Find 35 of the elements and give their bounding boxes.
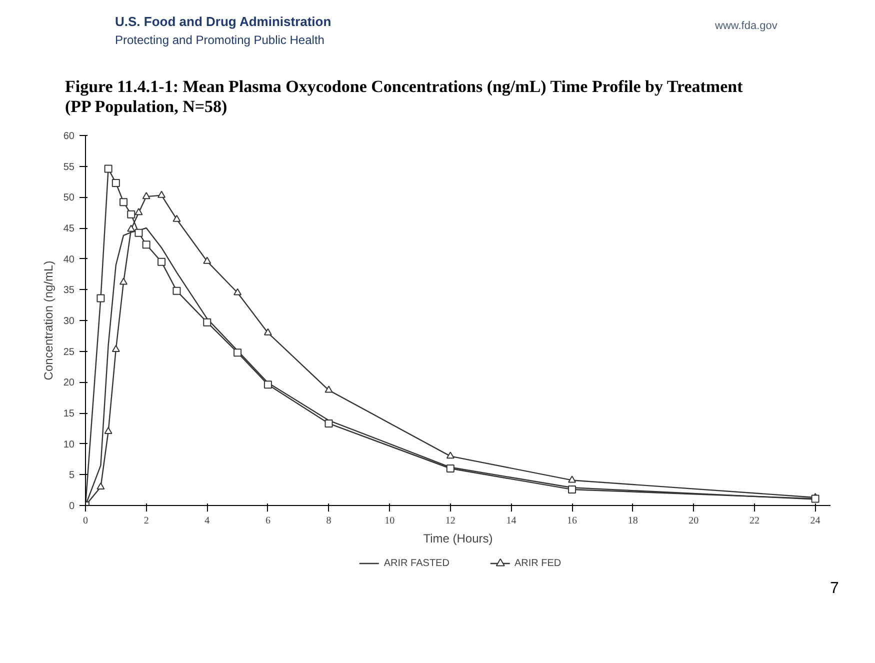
- y-tick-label: 15: [63, 408, 75, 420]
- legend-label: ARIR FED: [514, 558, 562, 568]
- y-tick-label: 20: [63, 378, 75, 389]
- legend-label: ARIR FASTED: [384, 558, 450, 568]
- x-tick-label: 18: [628, 516, 638, 526]
- y-tick-label: 10: [63, 439, 75, 450]
- x-tick-label: 0: [83, 516, 88, 526]
- y-tick-label: 5: [68, 470, 75, 482]
- y-tick-label: 35: [63, 285, 75, 296]
- text: 7: [830, 579, 839, 599]
- text: U.S. Food and Drug Administration: [115, 13, 332, 31]
- y-tick-label: 60: [63, 131, 75, 142]
- x-tick-label: 2: [144, 516, 149, 526]
- y-tick-label: 40: [63, 254, 75, 266]
- y-tick-label: 45: [63, 224, 75, 234]
- x-tick-label: 6: [265, 516, 270, 526]
- y-axis-title: Concentration (ng/mL): [41, 260, 56, 380]
- x-tick-label: 10: [384, 516, 395, 526]
- x-tick-label: 20: [688, 516, 699, 526]
- y-tick-label: 0: [68, 501, 75, 512]
- y-tick-label: 50: [63, 192, 75, 204]
- text: Protecting and Promoting Public Health: [115, 32, 326, 49]
- x-axis-title: Time (Hours): [423, 532, 493, 546]
- y-tick-label: 55: [63, 162, 75, 173]
- x-tick-label: 24: [810, 516, 820, 526]
- x-tick-label: 14: [506, 516, 516, 526]
- x-tick-label: 16: [567, 516, 578, 526]
- text: www.fda.gov: [715, 19, 778, 34]
- chart-title: Figure 11.4.1-1: Mean Plasma Oxycodone Concentrations (ng/mL) Time Profile by Treatment (PP Population, N=58): [65, 77, 744, 117]
- y-tick-label: 25: [63, 346, 75, 358]
- x-tick-label: 8: [326, 516, 332, 526]
- x-tick-label: 22: [749, 516, 760, 526]
- y-tick-label: 30: [63, 316, 75, 327]
- x-tick-label: 12: [445, 516, 456, 526]
- x-tick-label: 4: [204, 516, 210, 526]
